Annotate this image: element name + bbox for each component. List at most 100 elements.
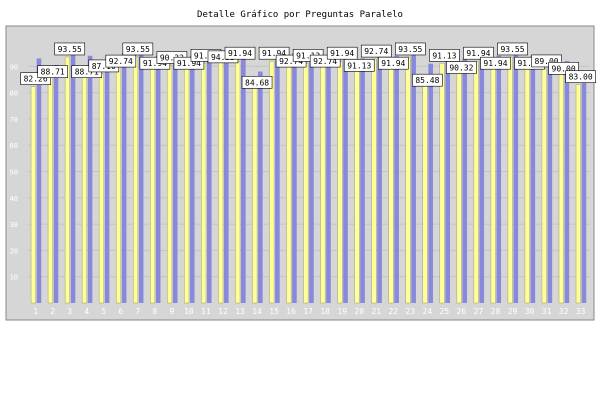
bar: [490, 60, 496, 304]
bar: [47, 69, 53, 304]
data-label-box: [37, 65, 68, 78]
x-tick-label: 20: [354, 307, 364, 316]
data-label: 91.94: [143, 59, 167, 68]
x-tick-label: 6: [118, 307, 123, 316]
data-label-box: [565, 70, 596, 84]
bar: [172, 58, 178, 303]
bar: [275, 55, 280, 303]
data-label-box: [480, 56, 511, 70]
data-label: 91.94: [381, 59, 405, 68]
x-tick-label: 32: [559, 307, 569, 316]
bar: [98, 73, 105, 304]
data-label-box: [343, 59, 375, 72]
data-label: 92.74: [109, 57, 133, 66]
data-label: 93.55: [500, 45, 524, 54]
data-label: 91.94: [262, 49, 286, 58]
x-tick-label: 2: [50, 307, 55, 316]
x-tick-label: 31: [542, 307, 552, 316]
x-tick-label: 24: [423, 307, 433, 316]
bar: [121, 53, 127, 304]
bar: [479, 55, 485, 303]
x-tick-label: 12: [218, 307, 228, 316]
bar: [513, 53, 519, 304]
bar: [189, 55, 195, 303]
bar: [309, 58, 314, 303]
y-tick-label: 40: [10, 195, 18, 203]
bar: [81, 69, 88, 304]
data-label: 91.94: [177, 59, 201, 68]
bar: [132, 56, 139, 304]
data-label: 85.48: [415, 76, 439, 85]
bar: [206, 58, 212, 303]
bar: [343, 55, 348, 303]
data-label-box: [463, 46, 494, 60]
bar: [150, 60, 156, 304]
y-tick-label: 50: [10, 169, 18, 177]
x-tick-label: 23: [406, 307, 416, 316]
bar: [36, 58, 42, 303]
data-label-box: [497, 42, 528, 56]
bar: [64, 56, 70, 304]
data-label: 91.94: [466, 49, 490, 58]
data-label-box: [105, 54, 137, 68]
data-label: 91.94: [483, 59, 507, 68]
bar: [303, 63, 309, 304]
data-label-box: [224, 46, 256, 60]
bar: [115, 58, 122, 304]
data-label-box: [54, 42, 86, 56]
data-label-box: [429, 49, 460, 62]
bar: [337, 60, 343, 304]
chart-title: Detalle Gráfico por Preguntas Paralelo: [197, 10, 403, 20]
x-tick-label: 13: [235, 307, 245, 316]
bar: [496, 55, 502, 303]
x-tick-label: 30: [525, 307, 535, 316]
data-label-box: [377, 56, 409, 70]
y-tick-label: 80: [10, 90, 18, 98]
data-label: 84.68: [245, 78, 269, 87]
bar: [138, 53, 144, 304]
bar: [507, 56, 513, 304]
bar: [320, 58, 326, 304]
data-label: 90.32: [160, 53, 184, 62]
bar: [564, 61, 570, 303]
data-label: 94.35: [211, 53, 235, 62]
bar: [411, 53, 416, 304]
data-label: 88.71: [41, 68, 65, 77]
x-tick-label: 25: [440, 307, 450, 316]
data-label: 91.94: [330, 49, 354, 58]
data-label: 83.00: [569, 73, 593, 82]
data-label: 91.94: [228, 49, 252, 58]
data-label: 93.55: [126, 45, 150, 54]
data-label-box: [122, 42, 154, 56]
y-tick-label: 10: [10, 274, 18, 282]
data-label: 91.13: [296, 51, 320, 60]
bar: [269, 60, 275, 304]
x-tick-label: 18: [320, 307, 330, 316]
x-tick-label: 7: [135, 307, 140, 316]
x-tick-label: 26: [457, 307, 467, 316]
bar: [394, 55, 399, 303]
data-label: 91.13: [432, 51, 456, 60]
bar: [326, 54, 331, 304]
bar: [286, 58, 292, 304]
x-tick-label: 9: [169, 307, 174, 316]
x-tick-label: 16: [286, 307, 296, 316]
data-label: 93.55: [398, 45, 422, 54]
y-tick-label: 90: [10, 63, 18, 71]
x-tick-label: 4: [84, 307, 89, 316]
data-label: 90.32: [449, 63, 473, 72]
x-tick-label: 14: [252, 307, 262, 316]
bar: [252, 80, 258, 304]
bar: [354, 63, 360, 304]
x-tick-label: 22: [388, 307, 398, 316]
bar: [405, 56, 411, 304]
data-label: 90.00: [552, 64, 576, 73]
bar: [167, 65, 173, 304]
x-tick-label: 15: [269, 307, 279, 316]
data-label: 88.71: [75, 68, 99, 77]
bar: [524, 60, 530, 304]
y-tick-label: 30: [10, 221, 18, 229]
x-tick-label: 29: [508, 307, 518, 316]
data-label-box: [241, 75, 273, 89]
